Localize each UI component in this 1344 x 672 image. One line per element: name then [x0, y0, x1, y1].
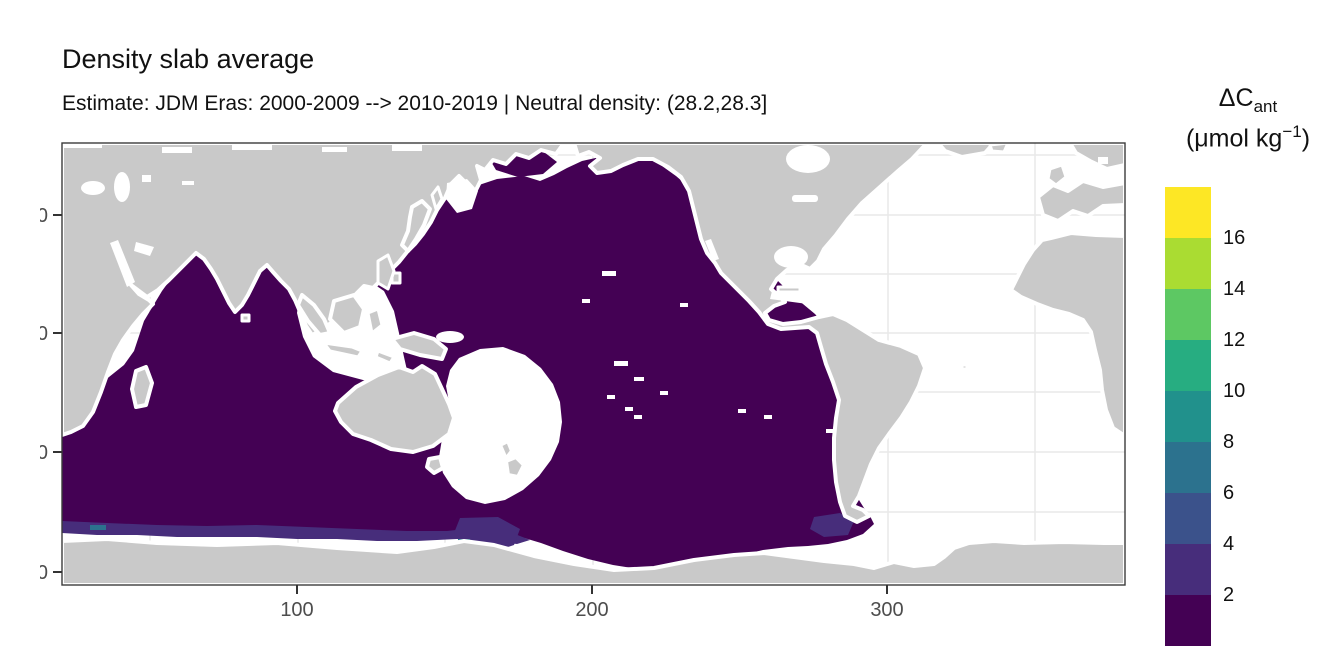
caspian-sea	[114, 172, 130, 202]
atlantic-islet-1	[960, 363, 969, 371]
panel-border	[61, 142, 1126, 586]
aral-sea	[142, 175, 151, 182]
sea-of-okhotsk	[446, 179, 478, 213]
legend-block-8-10	[1165, 391, 1211, 442]
land-iceland	[988, 141, 1010, 154]
legend-block-4-6	[1165, 493, 1211, 544]
y-tick-m80: -80	[40, 562, 48, 584]
hawaii-no-data	[602, 271, 616, 276]
x-tick-300: 300	[870, 599, 903, 621]
y-tick-40: 40	[40, 205, 48, 227]
land-sakhalin	[430, 185, 444, 211]
red-sea	[110, 240, 135, 287]
land-sulawesi	[366, 307, 384, 335]
land-philippines	[376, 253, 396, 291]
legend-label-8: 8	[1223, 431, 1235, 453]
black-sea	[81, 181, 105, 195]
y-tick-0: 0	[40, 323, 48, 345]
tasman-coral-no-data	[439, 347, 562, 504]
land-britain	[1046, 163, 1068, 187]
land-antarctica	[60, 537, 1127, 587]
legend-label-12: 12	[1223, 329, 1246, 351]
legend-label-14: 14	[1223, 278, 1246, 300]
land-tasmania	[425, 455, 445, 475]
legend-colorbar	[1165, 187, 1211, 646]
land-new-guinea	[390, 331, 448, 361]
land-java	[322, 341, 364, 359]
legend-block-2-4	[1165, 544, 1211, 595]
legend-label-10: 10	[1223, 380, 1246, 402]
legend-block-10-12	[1165, 340, 1211, 391]
legend-label-4: 4	[1223, 533, 1235, 555]
land-timor	[374, 349, 396, 365]
x-tick-100: 100	[280, 599, 313, 621]
plot-subtitle: Estimate: JDM Eras: 2000-2009 --> 2010-2…	[62, 92, 768, 115]
atlantic-islet-2	[972, 381, 980, 388]
legend-label-16: 16	[1223, 227, 1246, 249]
legend-block-12-14	[1165, 289, 1211, 340]
land-australia	[333, 364, 456, 454]
land-sumatra	[296, 293, 332, 337]
land-cuba	[776, 285, 802, 294]
plot-title: Density slab average	[62, 44, 315, 74]
gulf-of-california	[705, 239, 719, 261]
mediterranean-sea	[1038, 221, 1125, 238]
legend-title-main: ΔC	[1218, 84, 1254, 112]
atlantic-islet-3	[940, 346, 948, 353]
gulf-of-mexico	[774, 246, 808, 268]
land-sri-lanka	[240, 313, 251, 323]
legend-block-6-8	[1165, 442, 1211, 493]
legend-units-sup: −1	[1282, 122, 1302, 141]
legend-block-14-16	[1165, 238, 1211, 289]
legend-title-subscript: ant	[1253, 97, 1278, 116]
great-lakes	[792, 195, 818, 202]
legend-label-6: 6	[1223, 482, 1235, 504]
land-masses	[60, 141, 1127, 524]
land-north-south-america	[572, 141, 929, 524]
axis-ticks	[53, 214, 888, 594]
persian-gulf	[134, 242, 154, 256]
land-borneo	[328, 293, 366, 335]
lake-balkhash	[182, 181, 194, 185]
legend-title: ΔCant	[1150, 84, 1344, 117]
x-tick-200: 200	[575, 599, 608, 621]
legend-units: (μmol kg−1)	[1150, 122, 1344, 153]
hudson-bay	[786, 145, 830, 173]
legend-block-lt2	[1165, 595, 1211, 646]
axis-labels: 100 200 300 40 0 -40 -80	[40, 205, 904, 621]
land-new-zealand-north	[498, 439, 514, 461]
baltic-sea	[1098, 157, 1108, 164]
legend-block-gt16	[1165, 187, 1211, 238]
land-new-zealand-south	[504, 455, 526, 479]
map-panel: 100 200 300 40 0 -40 -80	[40, 141, 1127, 621]
land-japan	[400, 199, 432, 253]
legend-units-post: )	[1301, 124, 1311, 153]
inland-seas	[62, 143, 1125, 307]
y-tick-m40: -40	[40, 442, 48, 464]
legend-label-2: 2	[1223, 584, 1235, 606]
caribbean-sea	[770, 291, 832, 307]
land-madagascar	[130, 365, 154, 409]
legend-units-pre: (μmol kg	[1185, 124, 1283, 153]
